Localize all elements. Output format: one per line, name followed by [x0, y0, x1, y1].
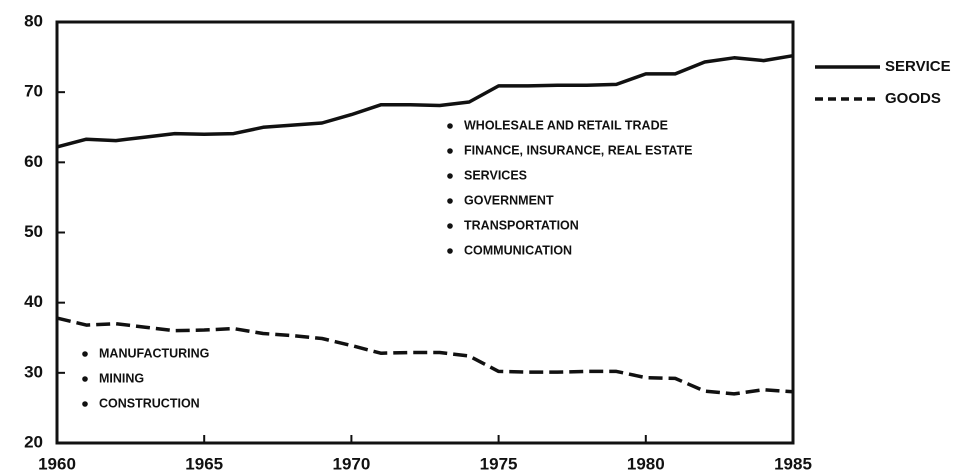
- annotation-bullet: [82, 376, 88, 382]
- y-tick-label: 40: [24, 292, 43, 311]
- series-line: [56, 316, 794, 396]
- y-tick-label: 30: [24, 362, 43, 381]
- annotation-text: MANUFACTURING: [99, 346, 209, 360]
- plot-frame: [55, 20, 795, 445]
- annotation-text: GOVERNMENT: [464, 193, 554, 207]
- y-tick-label: 60: [24, 152, 43, 171]
- annotation-text: CONSTRUCTION: [99, 396, 200, 410]
- annotation-text: MINING: [99, 371, 144, 385]
- x-tick-label: 1985: [774, 454, 812, 473]
- x-tick-label: 1960: [38, 454, 76, 473]
- x-tick-label: 1975: [480, 454, 518, 473]
- x-tick-label: 1965: [185, 454, 223, 473]
- annotation-bullet: [447, 223, 453, 229]
- annotation-bullet: [82, 401, 88, 407]
- annotation-bullet: [447, 248, 453, 254]
- annotation-bullet: [447, 123, 453, 129]
- y-tick-label: 20: [24, 432, 43, 451]
- annotation-text: TRANSPORTATION: [464, 218, 579, 232]
- y-tick-label: 50: [24, 222, 43, 241]
- annotation-text: WHOLESALE AND RETAIL TRADE: [464, 118, 668, 132]
- x-tick-label: 1980: [627, 454, 665, 473]
- x-tick-label: 1970: [332, 454, 370, 473]
- legend-label: GOODS: [885, 90, 941, 107]
- y-tick-label: 70: [24, 82, 43, 101]
- annotation-text: SERVICES: [464, 168, 527, 182]
- annotation-text: COMMUNICATION: [464, 243, 572, 257]
- annotation-bullet: [447, 148, 453, 154]
- annotation-text: FINANCE, INSURANCE, REAL ESTATE: [464, 143, 693, 157]
- annotation-bullet: [82, 351, 88, 357]
- annotation-bullet: [447, 198, 453, 204]
- series-line: [56, 53, 794, 149]
- annotation-bullet: [447, 173, 453, 179]
- y-tick-label: 80: [24, 11, 43, 30]
- legend-label: SERVICE: [885, 58, 951, 75]
